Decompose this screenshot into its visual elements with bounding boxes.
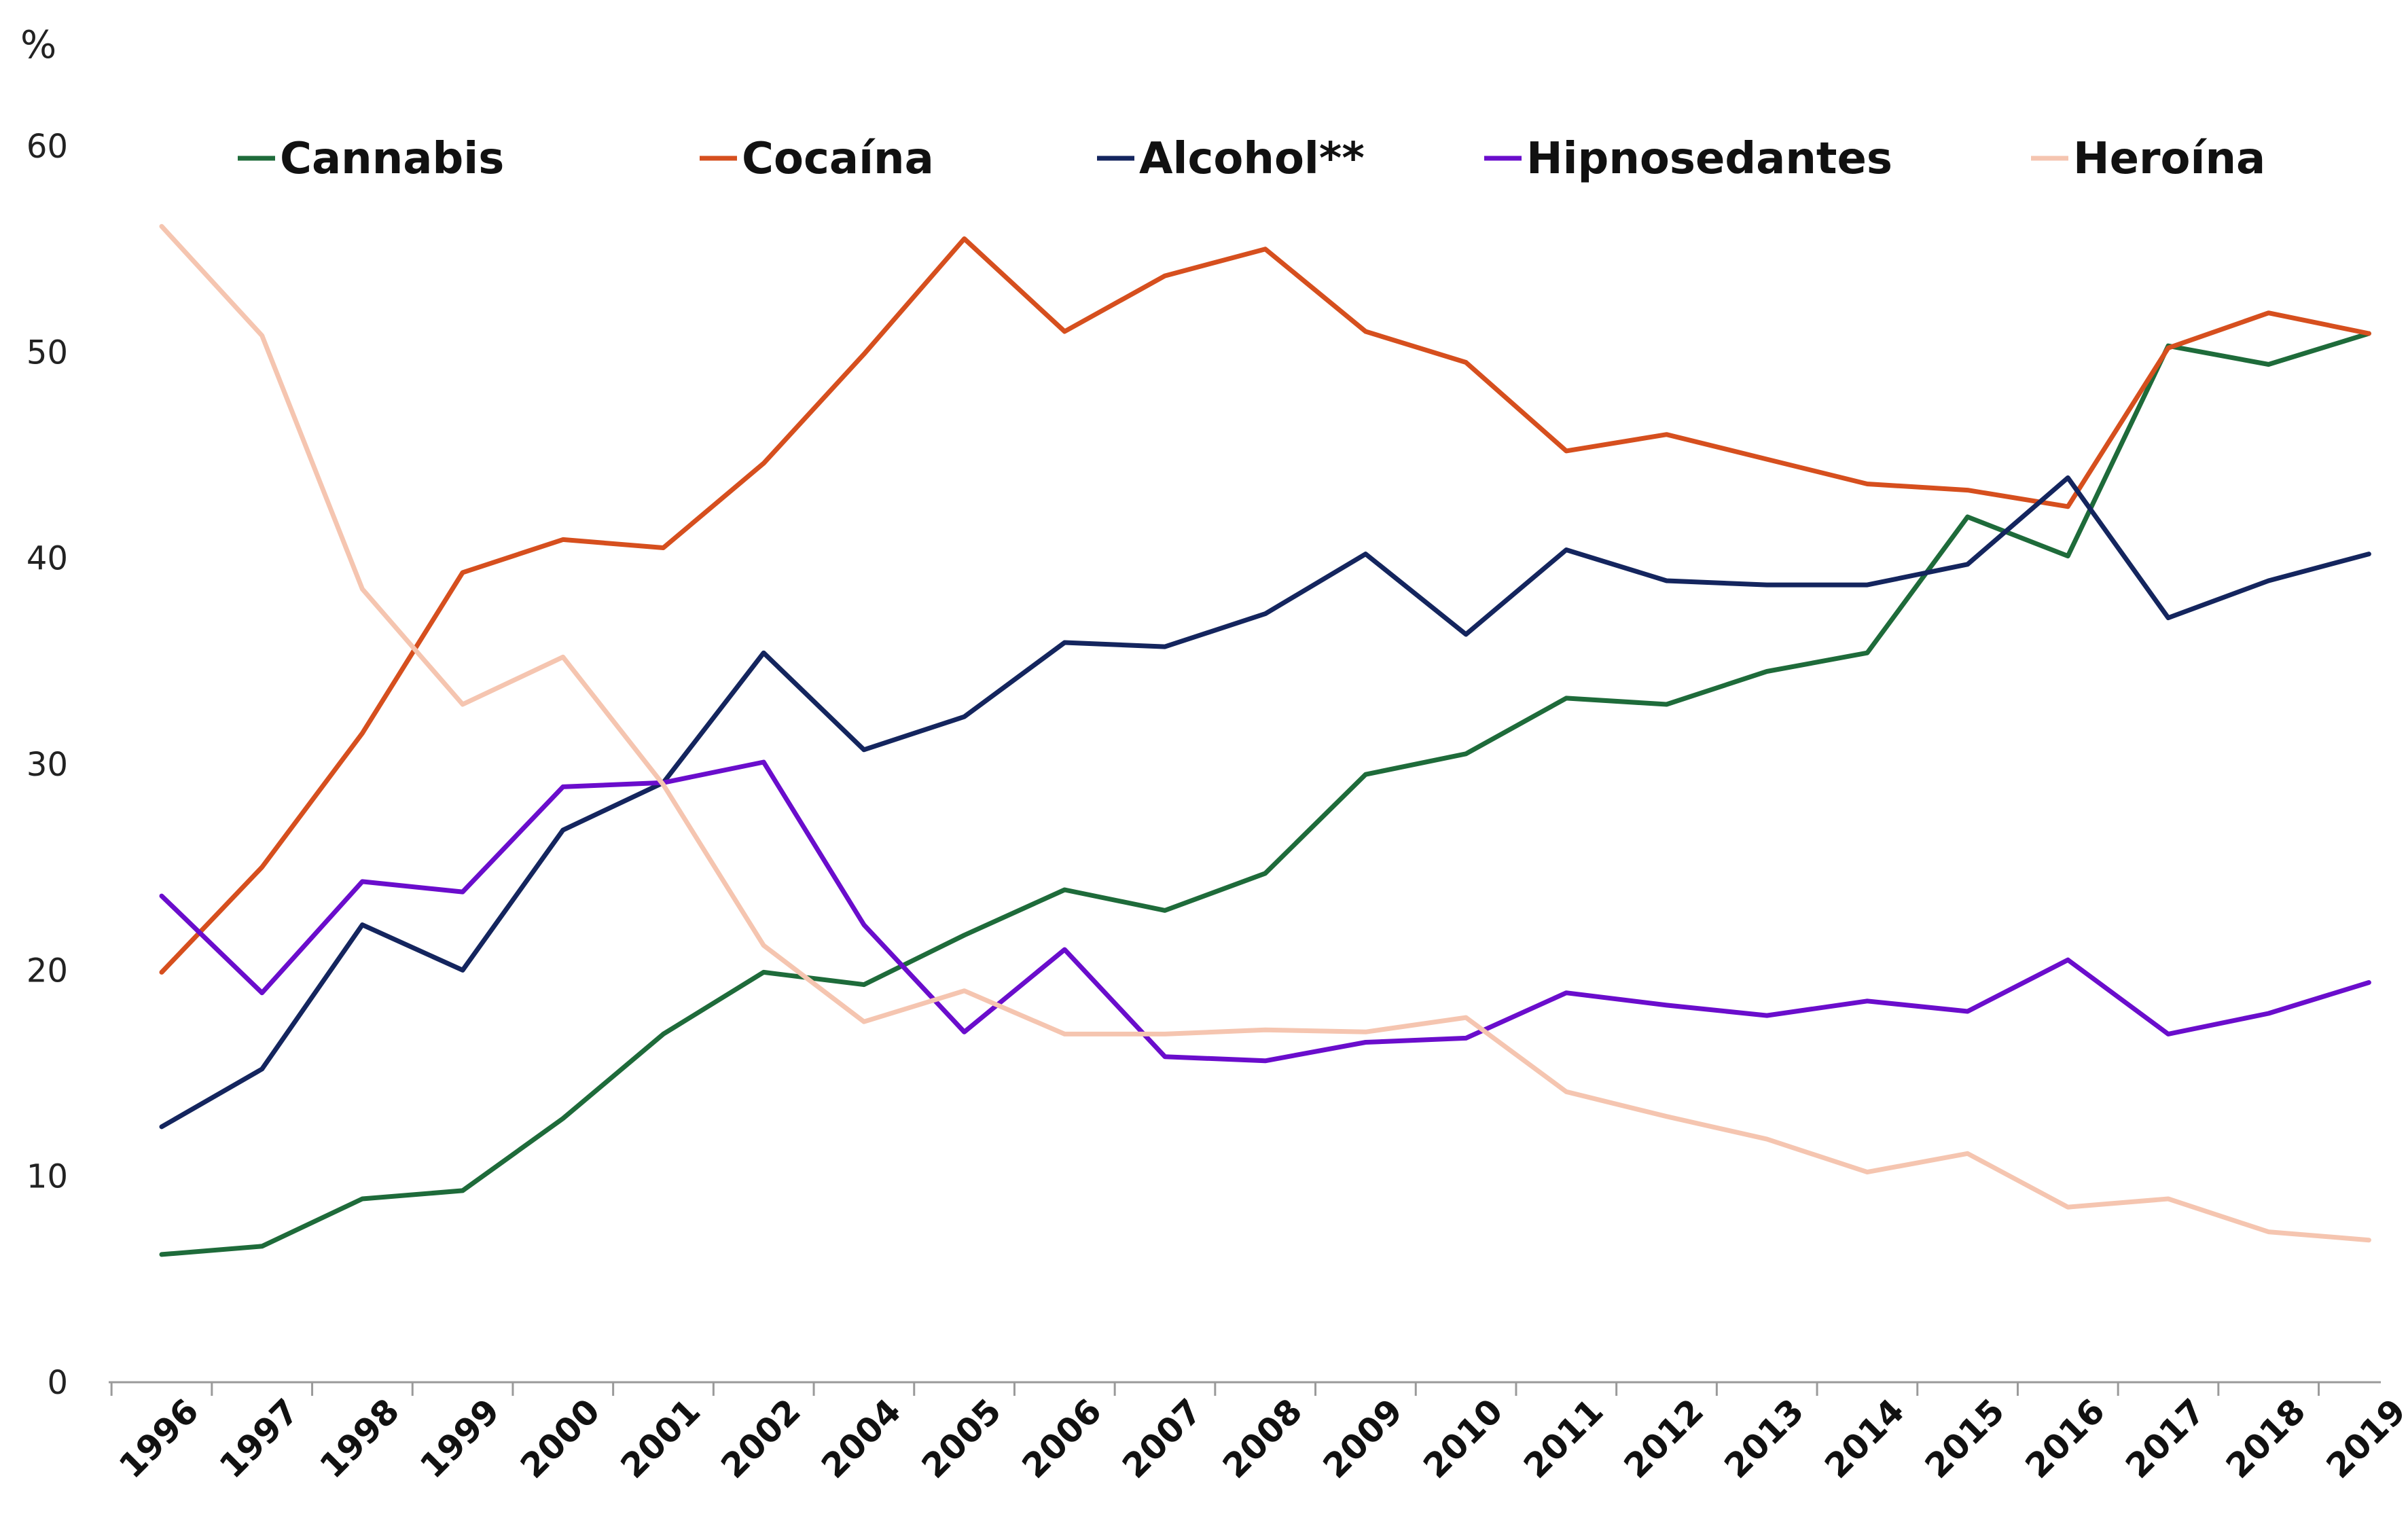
x-tick-label: 2007 [1115, 1391, 1209, 1485]
y-tick-label: 30 [26, 746, 68, 784]
legend-label: Cannabis [280, 134, 504, 184]
x-tick-label: 2008 [1215, 1391, 1310, 1485]
y-tick-label: 60 [26, 128, 68, 166]
y-tick-label: 20 [26, 952, 68, 990]
x-tick-label: 2000 [513, 1391, 607, 1485]
y-tick-label: 50 [26, 334, 68, 372]
legend-label: Alcohol** [1139, 134, 1365, 184]
x-tick-label: 2011 [1516, 1391, 1611, 1485]
x-tick-label: 2001 [613, 1391, 708, 1485]
x-tick-label: 1996 [111, 1391, 206, 1485]
series-line-hipnosedantes [159, 759, 2371, 1064]
x-tick-label: 2009 [1316, 1391, 1410, 1485]
x-tick-label: 2013 [1717, 1391, 1811, 1485]
x-tick-label: 2010 [1416, 1391, 1510, 1485]
series-line-coca-na [159, 236, 2371, 975]
legend-label: Hipnosedantes [1526, 134, 1892, 184]
x-tick-label: 2018 [2218, 1391, 2313, 1485]
x-tick-label: 2012 [1617, 1391, 1711, 1485]
x-tick-label: 1998 [312, 1391, 407, 1485]
y-tick-label: 0 [47, 1364, 68, 1402]
y-axis-unit-label: % [20, 23, 56, 67]
x-tick-label: 2006 [1015, 1391, 1109, 1485]
y-tick-label: 40 [26, 540, 68, 578]
x-tick-label: 2017 [2118, 1391, 2212, 1485]
lines-layer [159, 223, 2371, 1257]
x-tick-label: 1997 [212, 1391, 306, 1485]
x-tick-label: 2014 [1817, 1391, 1911, 1485]
x-tick-label: 2005 [914, 1391, 1009, 1485]
series-line-hero-na [159, 223, 2371, 1243]
series-line-cannabis [159, 331, 2371, 1257]
y-tick-label: 10 [26, 1158, 68, 1196]
x-tick-label: 2015 [1918, 1391, 2012, 1485]
legend: Cannabis Cocaína Alcohol** Hipnosedantes Her… [238, 134, 2265, 184]
legend-label: Heroína [2073, 134, 2265, 184]
x-tick-label: 2019 [2319, 1391, 2408, 1485]
series-line-alcohol [159, 475, 2371, 1130]
x-tick-label: 1999 [412, 1391, 507, 1485]
x-tick-label: 2004 [814, 1391, 908, 1485]
x-tick-label: 2002 [713, 1391, 808, 1485]
legend-label: Cocaína [742, 134, 934, 184]
x-tick-label: 2016 [2018, 1391, 2113, 1485]
